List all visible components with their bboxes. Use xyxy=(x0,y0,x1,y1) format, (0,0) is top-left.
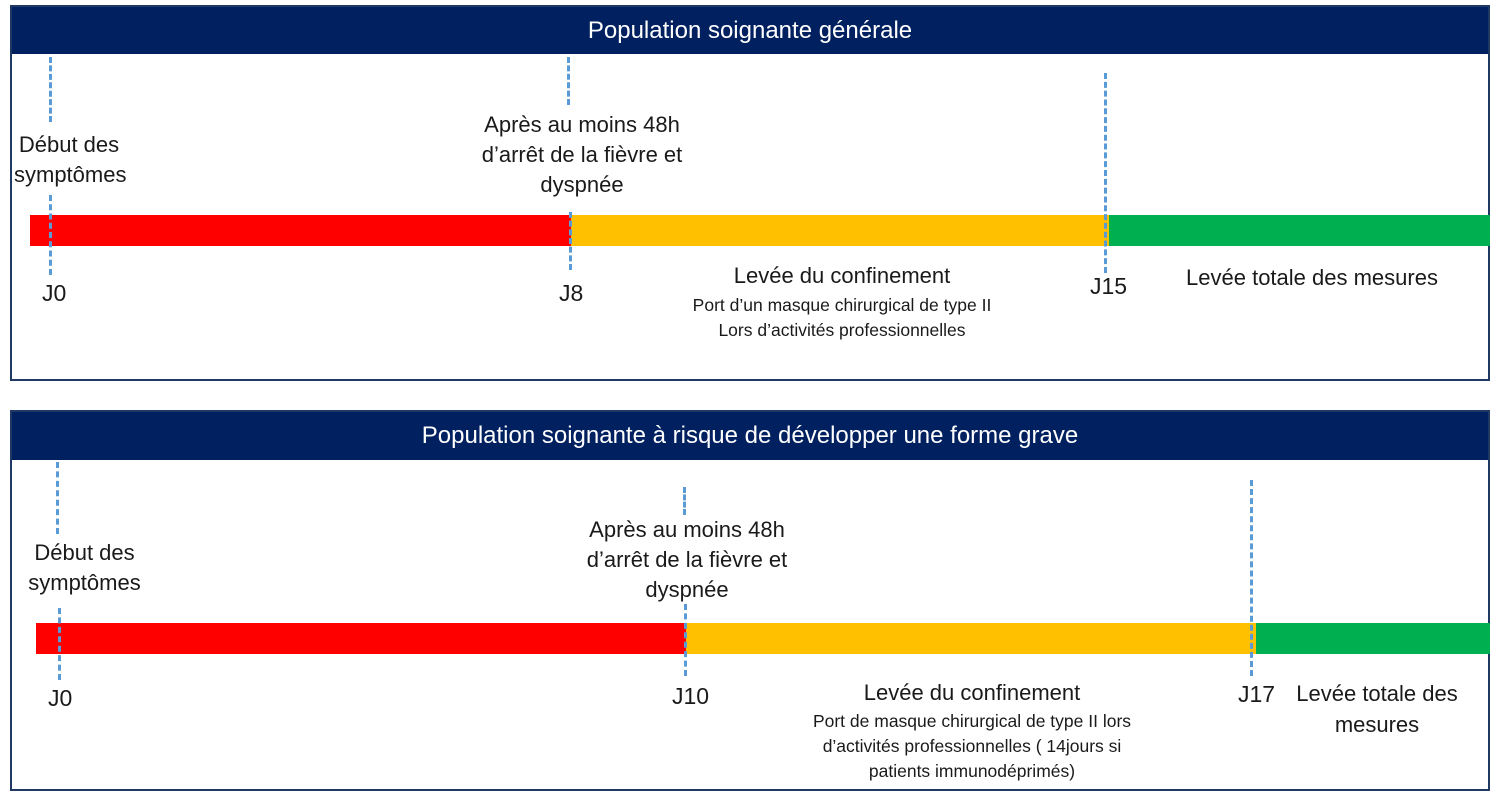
marker-line-j17 xyxy=(1250,480,1253,676)
mid-phase-detail-line: Lors d’activités professionnelles xyxy=(718,320,966,340)
phase-bar-green xyxy=(1256,623,1490,654)
panel-title: Population soignante à risque de dévelop… xyxy=(12,412,1488,460)
mid-label-line: Après au moins 48h xyxy=(484,112,680,137)
timeline-panel-general: Population soignante générale Début des … xyxy=(10,5,1490,381)
timeline-panel-high-risk: Population soignante à risque de dévelop… xyxy=(10,410,1490,791)
end-phase-line: Levée totale des xyxy=(1296,681,1458,706)
day-label-mid: J10 xyxy=(672,683,710,709)
mid-phase-detail-line: patients immunodéprimés) xyxy=(868,761,1076,781)
mid-label: Après au moins 48h d’arrêt de la fièvre … xyxy=(552,515,822,605)
panel-title: Population soignante générale xyxy=(12,7,1488,54)
start-label: Début des symptômes xyxy=(14,130,127,190)
phase-bar-green xyxy=(1109,215,1490,246)
marker-line-j10 xyxy=(683,487,686,515)
day-label-end: J15 xyxy=(1090,273,1128,299)
mid-phase-detail-line: Port d’un masque chirurgical de type II xyxy=(692,295,992,315)
mid-label-line: Après au moins 48h xyxy=(589,517,785,542)
start-label-line: symptômes xyxy=(14,162,127,187)
mid-phase-detail: Port d’un masque chirurgical de type II … xyxy=(642,293,1042,343)
mid-label: Après au moins 48h d’arrêt de la fièvre … xyxy=(447,110,717,200)
marker-line-j0-lower xyxy=(49,195,52,275)
marker-line-j0-lower xyxy=(58,608,61,680)
start-label-line: Début des xyxy=(18,132,120,157)
marker-line-j8 xyxy=(567,57,570,105)
marker-line-j10-lower xyxy=(684,604,687,676)
end-phase-line: mesures xyxy=(1334,712,1420,737)
end-phase-label: Levée totale des mesures xyxy=(1162,264,1462,292)
phase-bar-orange xyxy=(571,215,1109,246)
mid-label-line: dyspnée xyxy=(540,172,624,197)
end-phase-label: Levée totale des mesures xyxy=(1282,678,1472,740)
day-label-end: J17 xyxy=(1238,681,1276,707)
mid-phase-detail-line: d’activités professionnelles ( 14jours s… xyxy=(822,736,1122,756)
phase-bar-orange xyxy=(686,623,1256,654)
start-label: Début des symptômes xyxy=(22,538,147,598)
mid-phase-detail-line: Port de masque chirurgical de type II lo… xyxy=(812,711,1132,731)
phase-bar-red xyxy=(36,623,686,654)
mid-label-line: d’arrêt de la fièvre et xyxy=(586,547,788,572)
mid-phase-title: Levée du confinement xyxy=(733,263,951,288)
mid-label-line: d’arrêt de la fièvre et xyxy=(481,142,683,167)
start-label-line: symptômes xyxy=(28,570,141,595)
marker-line-j15 xyxy=(1104,73,1107,273)
day-label-start: J0 xyxy=(48,685,73,711)
mid-label-line: dyspnée xyxy=(645,577,729,602)
marker-line-j8-lower xyxy=(569,212,572,270)
marker-line-j0 xyxy=(49,57,52,122)
start-label-line: Début des xyxy=(34,540,135,565)
phase-bar-red xyxy=(30,215,571,246)
day-label-mid: J8 xyxy=(559,280,584,306)
marker-line-j0 xyxy=(56,462,59,534)
day-label-start: J0 xyxy=(42,280,67,306)
mid-phase-title: Levée du confinement xyxy=(863,680,1081,705)
mid-phase-detail: Port de masque chirurgical de type II lo… xyxy=(752,709,1192,784)
end-phase-line: Levée totale des mesures xyxy=(1186,265,1438,290)
